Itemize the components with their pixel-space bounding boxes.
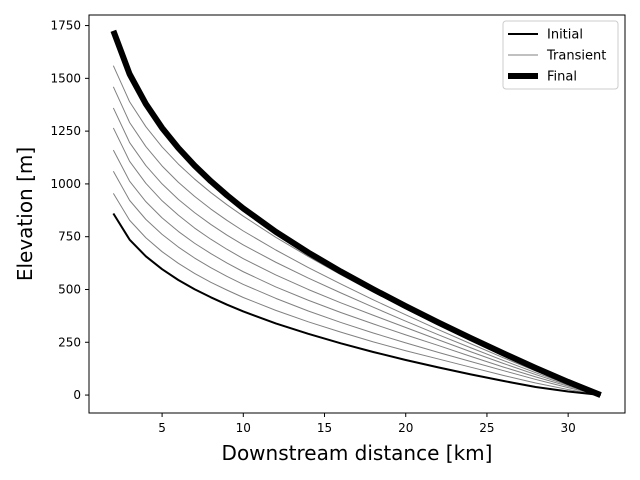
series-line-transient-2: [112, 170, 601, 396]
series-line-final: [110, 29, 602, 398]
series-layer: [110, 29, 602, 398]
x-tick-label: 5: [158, 421, 166, 435]
y-tick-label: 1250: [50, 124, 81, 138]
series-line-initial: [112, 212, 601, 397]
series-line-transient-1: [112, 193, 601, 396]
y-tick-label: 0: [73, 388, 81, 402]
legend-label-transient: Transient: [546, 49, 606, 64]
legend-label-initial: Initial: [547, 28, 583, 43]
series-line-transient-5: [112, 107, 601, 396]
legend-label-final: Final: [547, 70, 577, 85]
series-line-transient-4: [112, 127, 601, 396]
x-tick-label: 30: [561, 421, 576, 435]
legend: Initial Transient Final: [502, 20, 619, 90]
y-tick-label: 500: [58, 282, 81, 296]
legend-frame: [502, 20, 619, 90]
y-tick-label: 1000: [50, 177, 81, 191]
y-tick-label: 1500: [50, 71, 81, 85]
y-axis-title: Elevation [m]: [13, 147, 37, 281]
x-tick-label: 10: [236, 421, 251, 435]
x-tick-label: 15: [317, 421, 332, 435]
y-tick-label: 1750: [50, 19, 81, 33]
x-tick-label: 25: [479, 421, 494, 435]
x-axis-ticks: 5 10 15 20 25 30: [158, 413, 576, 435]
series-line-transient-3: [112, 149, 601, 396]
series-line-transient-6: [112, 86, 601, 396]
y-tick-label: 250: [58, 335, 81, 349]
y-tick-label: 750: [58, 230, 81, 244]
plot-frame: [88, 14, 626, 414]
y-axis-ticks: 0 250 500 750 1000 1250 1500 1750: [50, 19, 89, 402]
x-axis-title: Downstream distance [km]: [222, 441, 493, 465]
x-tick-label: 20: [398, 421, 413, 435]
